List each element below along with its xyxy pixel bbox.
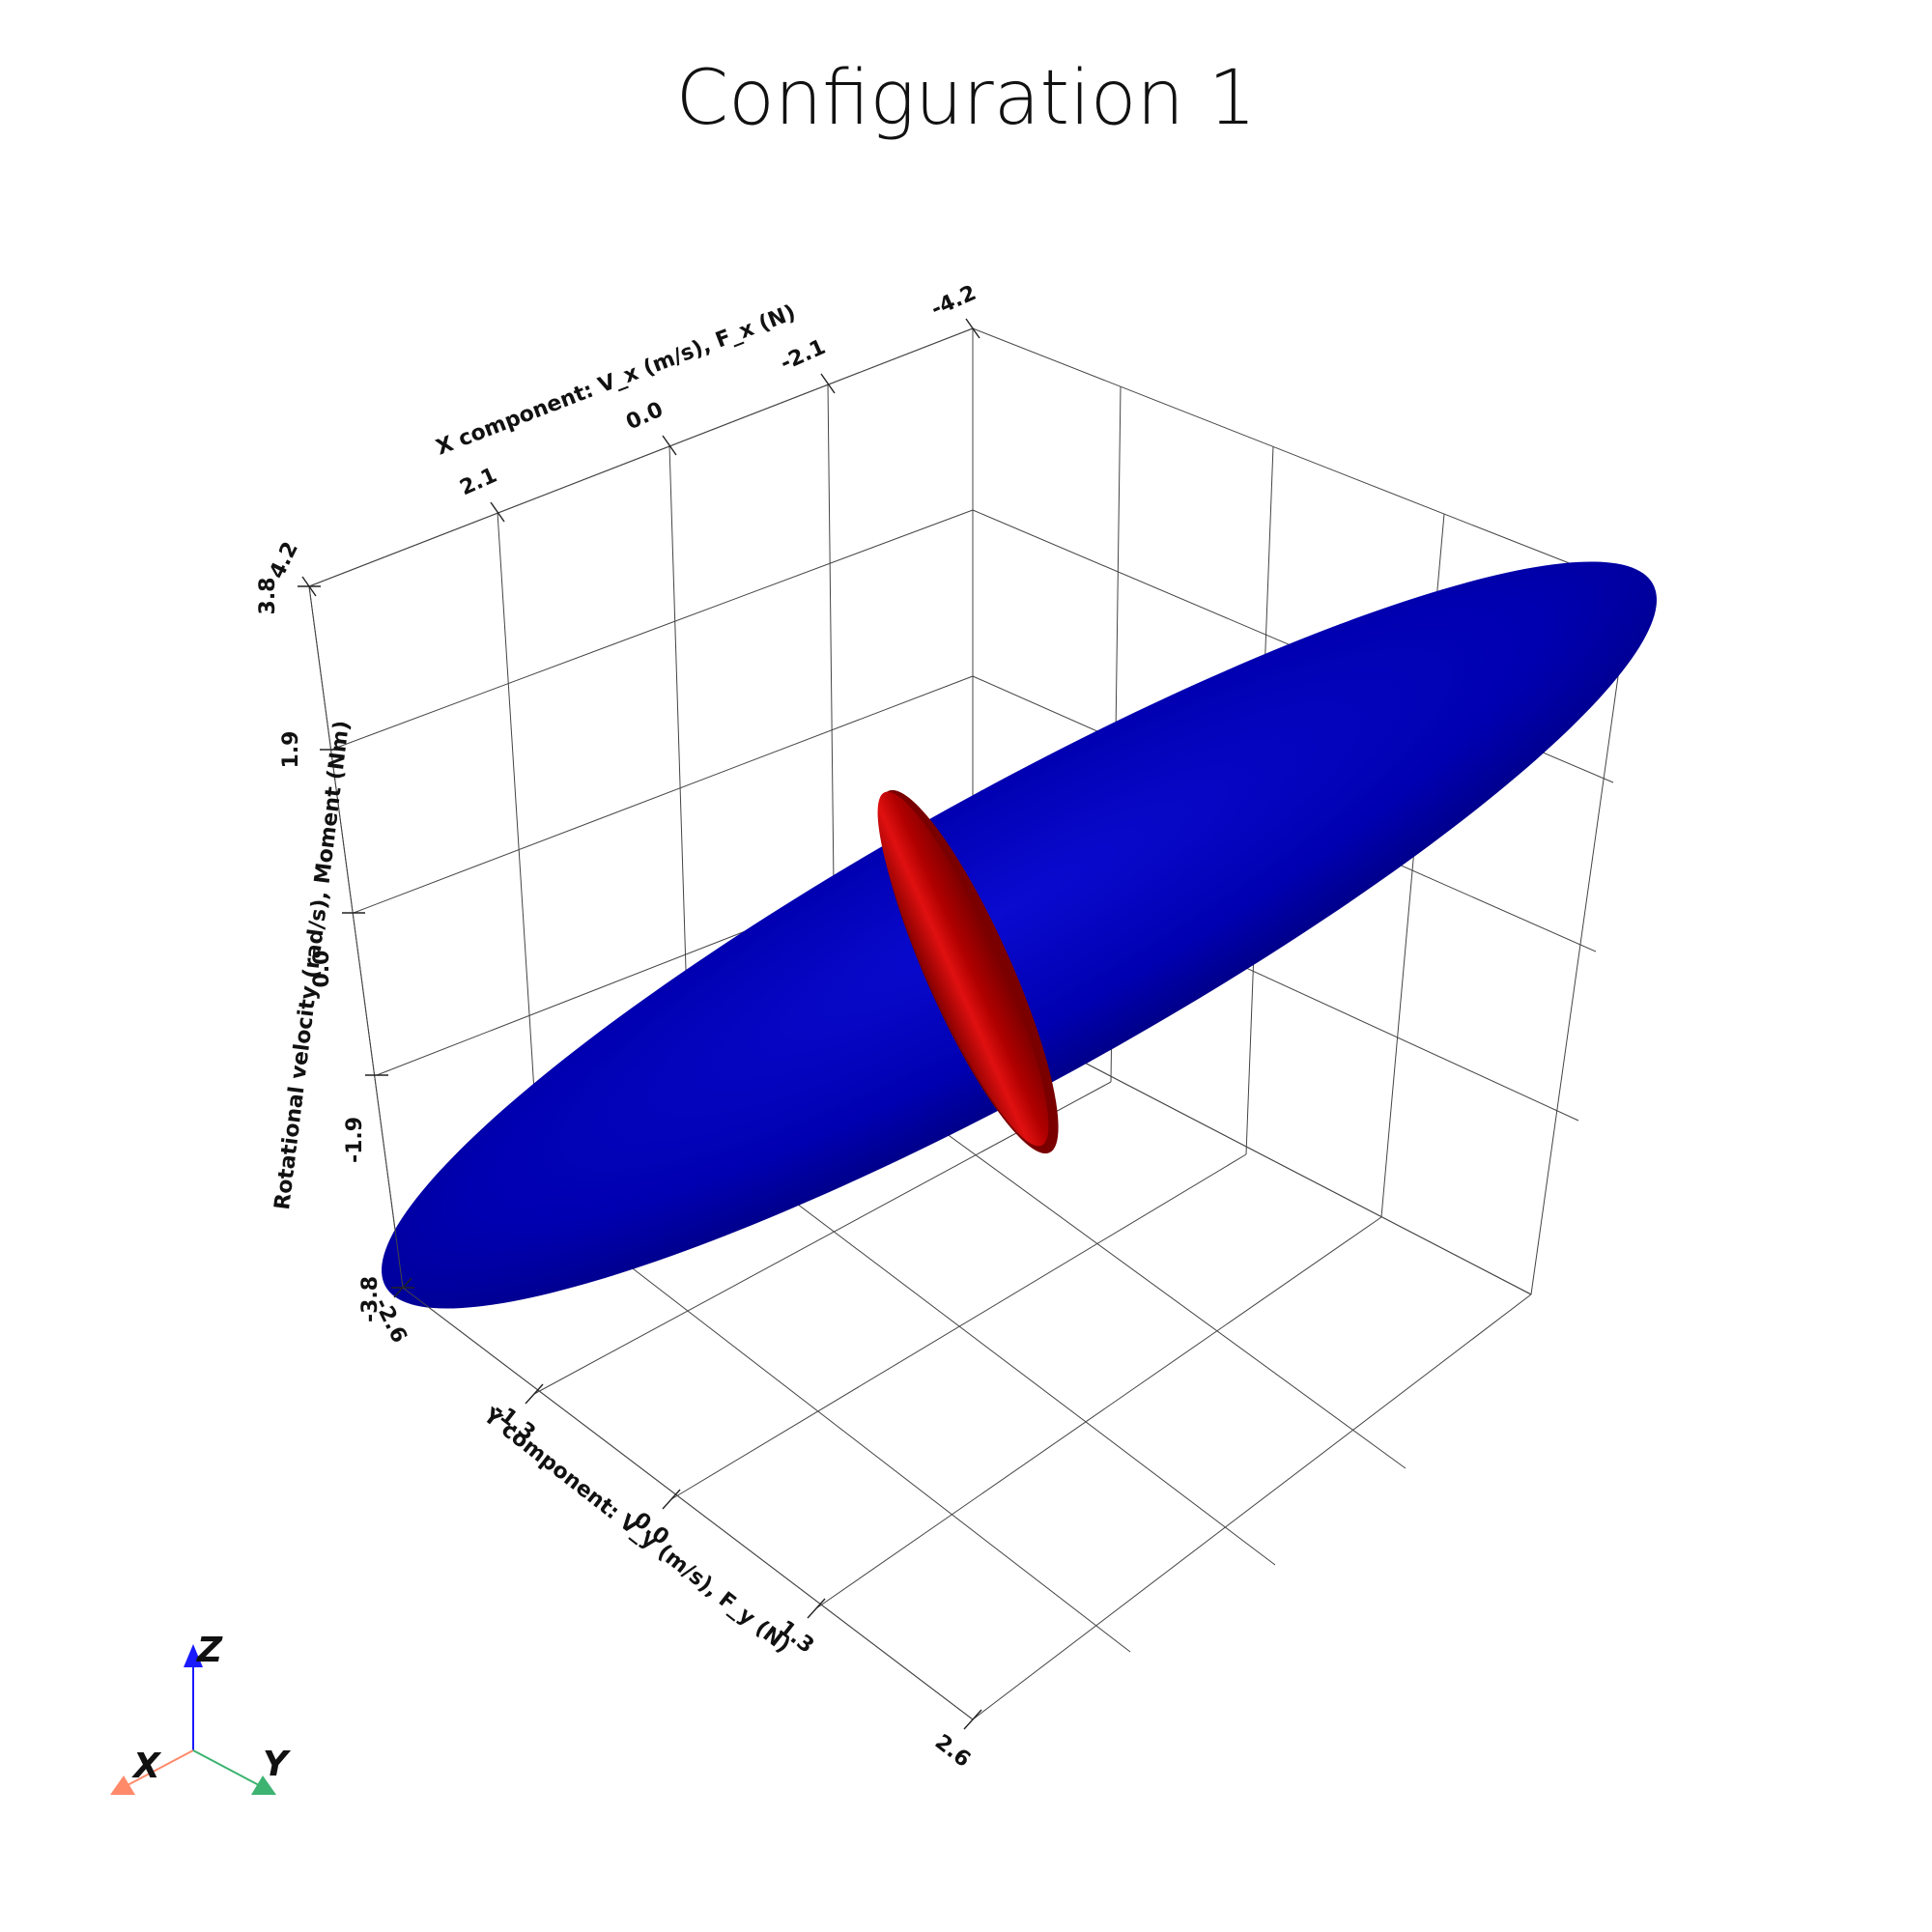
triad-x-axis — [127, 1749, 194, 1786]
z-tick-label: -1.9 — [343, 1117, 367, 1163]
triad-z-label: Z — [196, 1631, 223, 1670]
x-tick-mark — [662, 435, 677, 456]
blue-ellipsoid — [382, 561, 1657, 1309]
z-tick-label: 1.9 — [279, 731, 303, 769]
y-tick-label: 2.6 — [930, 1730, 975, 1773]
z-tick-label: 3.8 — [256, 578, 280, 615]
x-tick-label: 0.0 — [622, 398, 667, 436]
y-tick-mark — [393, 1277, 412, 1298]
y-axis-label: Y component: V_y (m/s), F_y (N) — [478, 1404, 795, 1659]
triad-x-arrowhead — [110, 1776, 135, 1795]
x-axis: 4.2 2.1 0.0 -2.1 -4.2 X component: V_x (… — [265, 281, 980, 597]
x-axis-label: X component: V_x (m/s), F_x (N) — [433, 300, 799, 460]
x-tick-mark — [490, 501, 505, 523]
chart-title: Configuration 1 — [676, 55, 1257, 142]
x-tick-label: 4.2 — [265, 538, 303, 582]
triad-y-label: Y — [263, 1745, 292, 1784]
red-ellipsoid — [877, 789, 1059, 1154]
x-tick-label: 2.1 — [456, 464, 500, 501]
z-tick-label: -3.8 — [358, 1276, 383, 1322]
x-tick-label: -4.2 — [927, 281, 980, 322]
y-tick-mark — [525, 1383, 544, 1405]
triad-y-arrowhead — [251, 1776, 276, 1795]
triad-x-label: X — [131, 1747, 162, 1786]
y-tick-mark — [963, 1709, 982, 1730]
x-tick-mark — [965, 318, 980, 339]
y-tick-mark — [807, 1598, 826, 1619]
y-tick-mark — [662, 1489, 681, 1510]
orientation-triad: Z X Y — [110, 1631, 292, 1795]
z-axis-label: Rotational velocity (rad/s), Moment (Nm) — [270, 720, 355, 1211]
x-tick-label: -2.1 — [777, 335, 829, 376]
x-tick-mark — [301, 576, 317, 597]
z-tick-label: 0.0 — [310, 951, 334, 988]
x-tick-mark — [820, 373, 836, 394]
triad-z-arrowhead — [184, 1644, 203, 1667]
y-axis: -2.6 -1.3 0.0 1.3 2.6 Y component: V_y (… — [369, 1277, 982, 1773]
z-axis: 3.8 1.9 0.0 -1.9 -3.8 Rotational velocit… — [256, 578, 414, 1322]
triad-y-axis — [192, 1749, 260, 1786]
